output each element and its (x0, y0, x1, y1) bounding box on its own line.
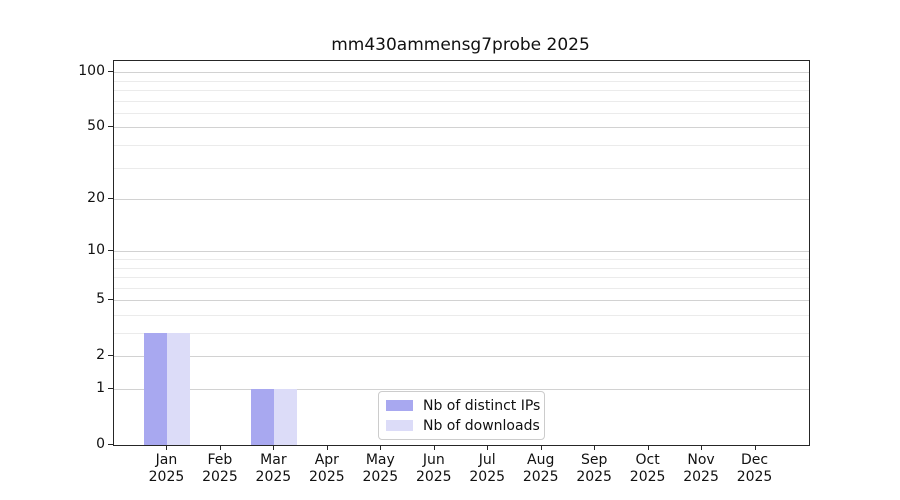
y-tick-label: 2 (96, 347, 105, 364)
chart-title: mm430ammensg7probe 2025 (331, 35, 590, 55)
x-tick-label: Dec 2025 (715, 452, 795, 486)
x-tick-year: 2025 (683, 469, 719, 485)
x-tick-mark (701, 445, 703, 450)
y-tick-label: 0 (96, 436, 105, 452)
x-tick-mark (540, 445, 542, 450)
legend-swatch-distinct-ips (386, 400, 413, 411)
y-tick-mark (108, 444, 113, 445)
y-tick-label: 20 (87, 190, 105, 207)
y-tick-mark (108, 388, 113, 389)
x-tick-year: 2025 (469, 469, 506, 485)
gridline-major (114, 389, 809, 390)
x-tick-year: 2025 (576, 469, 612, 485)
legend: Nb of distinct IPs Nb of downloads (378, 391, 545, 440)
gridline-minor (114, 314, 809, 316)
gridline-minor (114, 112, 809, 114)
gridline-major (114, 300, 809, 302)
gridline-minor (114, 333, 809, 334)
gridline-minor (114, 267, 809, 269)
y-tick-label: 100 (78, 63, 105, 80)
legend-item: Nb of distinct IPs (386, 397, 540, 414)
bar-distinct-ips-mar (251, 389, 275, 445)
y-tick-mark (108, 198, 113, 200)
x-tick-year: 2025 (148, 469, 185, 485)
legend-label: Nb of downloads (423, 417, 540, 434)
gridline-major (114, 72, 809, 74)
gridline-major (114, 127, 809, 129)
y-tick-label: 50 (87, 118, 105, 135)
y-tick-mark (108, 71, 113, 73)
bar-distinct-ips-jan (144, 333, 168, 445)
x-tick-label: Aug 2025 (501, 452, 581, 486)
x-tick-mark (754, 445, 756, 450)
y-tick-mark (108, 299, 113, 301)
gridline-major (114, 251, 809, 253)
y-tick-mark (108, 355, 113, 357)
x-tick-year: 2025 (202, 469, 238, 485)
x-tick-label: Oct 2025 (608, 452, 688, 486)
gridline-minor (114, 167, 809, 169)
x-tick-label: Jan 2025 (126, 452, 206, 486)
gridline-minor (114, 258, 809, 260)
x-tick-label: Mar 2025 (233, 452, 313, 486)
x-tick-mark (326, 445, 328, 450)
x-tick-mark (166, 445, 168, 450)
x-tick-label: Sep 2025 (554, 452, 634, 486)
x-tick-year: 2025 (309, 469, 345, 485)
gridline-major (114, 199, 809, 201)
gridline-minor (114, 90, 809, 91)
legend-item: Nb of downloads (386, 417, 540, 434)
gridline-minor (114, 287, 809, 289)
bar-downloads-mar (274, 389, 298, 445)
y-tick-label: 1 (96, 380, 105, 396)
x-tick-year: 2025 (362, 469, 399, 485)
y-tick-label: 5 (96, 291, 105, 308)
x-tick-year: 2025 (629, 469, 666, 485)
y-tick-label: 10 (87, 242, 105, 259)
legend-swatch-downloads (386, 420, 413, 431)
x-tick-year: 2025 (415, 469, 452, 485)
plot-area (113, 60, 810, 446)
x-tick-mark (487, 445, 489, 450)
y-tick-mark (108, 250, 113, 252)
gridline-minor (114, 277, 809, 279)
gridline-minor (114, 100, 809, 102)
x-tick-label: Nov 2025 (661, 452, 741, 486)
x-tick-mark (219, 445, 221, 450)
x-tick-year: 2025 (522, 469, 559, 485)
x-tick-label: Feb 2025 (180, 452, 260, 486)
gridline-major (114, 356, 809, 358)
x-tick-mark (433, 445, 435, 450)
x-tick-year: 2025 (736, 469, 773, 485)
x-tick-label: Jun 2025 (394, 452, 474, 486)
y-tick-mark (108, 126, 113, 128)
x-tick-label: Apr 2025 (287, 452, 367, 486)
x-tick-label: Jul 2025 (447, 452, 527, 486)
gridline-minor (114, 145, 809, 146)
gridline-minor (114, 80, 809, 82)
bar-downloads-jan (167, 333, 191, 445)
x-tick-year: 2025 (255, 469, 292, 485)
legend-label: Nb of distinct IPs (423, 397, 541, 414)
x-tick-label: May 2025 (340, 452, 420, 486)
x-tick-mark (594, 445, 596, 450)
x-tick-mark (647, 445, 649, 450)
x-tick-mark (380, 445, 382, 450)
x-tick-mark (273, 445, 275, 450)
